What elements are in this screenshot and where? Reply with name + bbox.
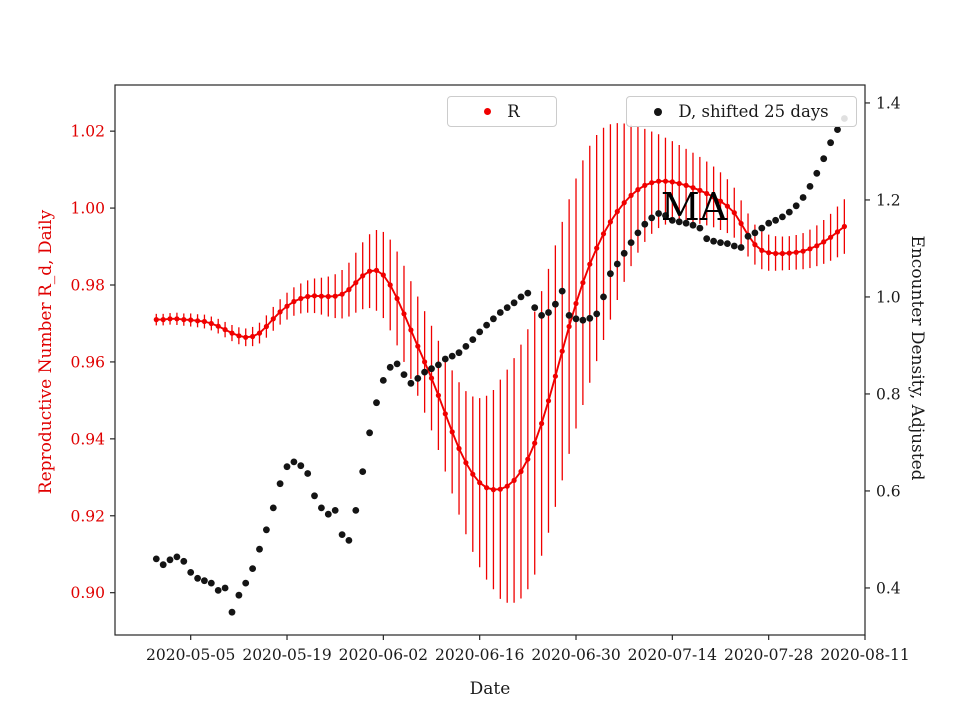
x-ticks: 2020-05-05 2020-05-19 2020-06-02 2020-06-16… (146, 635, 910, 664)
svg-text:0.94: 0.94 (70, 430, 105, 448)
svg-text:1.00: 1.00 (70, 200, 105, 218)
legend-d: D, shifted 25 days (626, 96, 857, 127)
svg-text:2020-05-05: 2020-05-05 (146, 646, 235, 664)
legend-d-label: D, shifted 25 days (678, 102, 829, 121)
error-bars (155, 123, 846, 603)
svg-text:1.4: 1.4 (876, 94, 901, 112)
svg-text:0.4: 0.4 (876, 579, 901, 597)
svg-text:2020-05-19: 2020-05-19 (242, 646, 331, 664)
legend-r-marker-icon (484, 108, 492, 115)
svg-text:1.02: 1.02 (70, 123, 105, 141)
svg-text:0.6: 0.6 (876, 482, 901, 500)
legend-d-marker-icon (654, 107, 663, 116)
annotation-ma: MA (660, 185, 728, 229)
x-axis-label: Date (469, 679, 511, 699)
y-right-ticks: 0.4 0.6 0.8 1.0 1.2 1.4 (865, 94, 901, 597)
svg-text:2020-08-11: 2020-08-11 (820, 646, 909, 664)
axes-spines (114, 84, 866, 636)
y-left-ticks: 0.90 0.92 0.94 0.96 0.98 1.00 1.02 (70, 123, 115, 602)
svg-text:2020-06-30: 2020-06-30 (531, 646, 620, 664)
series-r (153, 123, 848, 603)
svg-text:1.2: 1.2 (876, 191, 901, 209)
svg-text:0.92: 0.92 (70, 507, 105, 525)
y-axis-label-left: Reproductive Number R_d, Daily (36, 209, 56, 495)
svg-text:2020-06-16: 2020-06-16 (435, 646, 524, 664)
svg-text:2020-07-28: 2020-07-28 (724, 646, 813, 664)
svg-text:0.98: 0.98 (70, 277, 105, 295)
y-axis-label-right: Encounter Density, Adjusted (907, 235, 927, 481)
svg-text:1.0: 1.0 (876, 288, 901, 306)
legend-r: R (447, 96, 557, 127)
series-d (152, 115, 848, 616)
svg-text:0.90: 0.90 (70, 584, 105, 602)
svg-text:0.96: 0.96 (70, 353, 105, 371)
svg-text:0.8: 0.8 (876, 385, 901, 403)
legend-r-label: R (507, 102, 520, 121)
svg-text:2020-07-14: 2020-07-14 (628, 646, 718, 664)
svg-text:2020-06-02: 2020-06-02 (339, 646, 428, 664)
